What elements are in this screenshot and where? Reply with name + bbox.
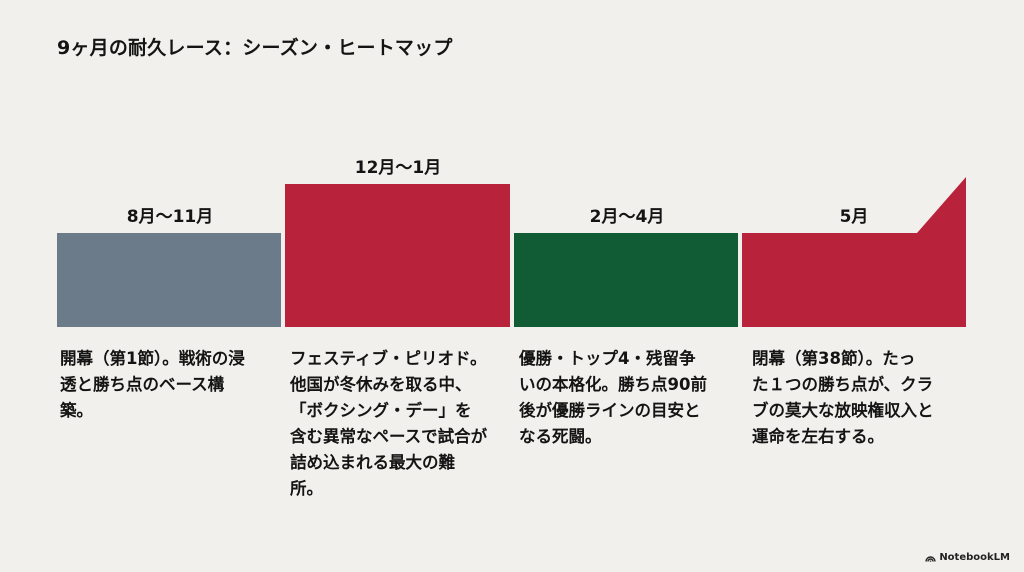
- segment-label-may: 5月: [839, 207, 869, 227]
- notebooklm-logo-icon: [925, 556, 937, 562]
- segment-description-may: 閉幕（第38節）。たっ た１つの勝ち点が、クラ ブの莫大な放映権収入と 運命を左…: [752, 349, 934, 446]
- segment-description-dec-jan: フェスティブ・ピリオド。 他国が冬休みを取る中、 「ボクシング・デー」を 含む異…: [290, 349, 488, 498]
- segment-description-aug-nov: 開幕（第1節）。戦術の浸 透と勝ち点のベース構 築。: [60, 349, 245, 420]
- segment-label-dec-jan: 12月〜1月: [354, 158, 442, 178]
- brand-watermark: NotebookLM: [925, 552, 1010, 563]
- brand-name: NotebookLM: [939, 552, 1010, 563]
- segment-block-feb-apr: [514, 233, 738, 327]
- segment-label-feb-apr: 2月〜4月: [589, 207, 665, 227]
- segment-block-may: [742, 177, 966, 327]
- segment-label-aug-nov: 8月〜11月: [126, 207, 214, 227]
- segment-description-feb-apr: 優勝・トップ4・残留争 いの本格化。勝ち点90前 後が優勝ラインの目安と なる死…: [519, 349, 707, 446]
- segment-block-aug-nov: [57, 233, 281, 327]
- segment-block-dec-jan: [285, 184, 510, 327]
- page-title: 9ヶ月の耐久レース：シーズン・ヒートマップ: [57, 37, 453, 59]
